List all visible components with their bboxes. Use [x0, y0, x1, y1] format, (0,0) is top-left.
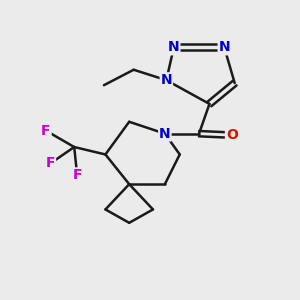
Text: N: N: [160, 73, 172, 87]
Text: F: F: [72, 168, 82, 182]
Text: N: N: [159, 127, 171, 141]
Text: N: N: [168, 40, 180, 55]
Text: O: O: [226, 128, 238, 142]
Text: N: N: [218, 40, 230, 55]
Text: F: F: [46, 156, 55, 170]
Text: F: F: [41, 124, 51, 138]
